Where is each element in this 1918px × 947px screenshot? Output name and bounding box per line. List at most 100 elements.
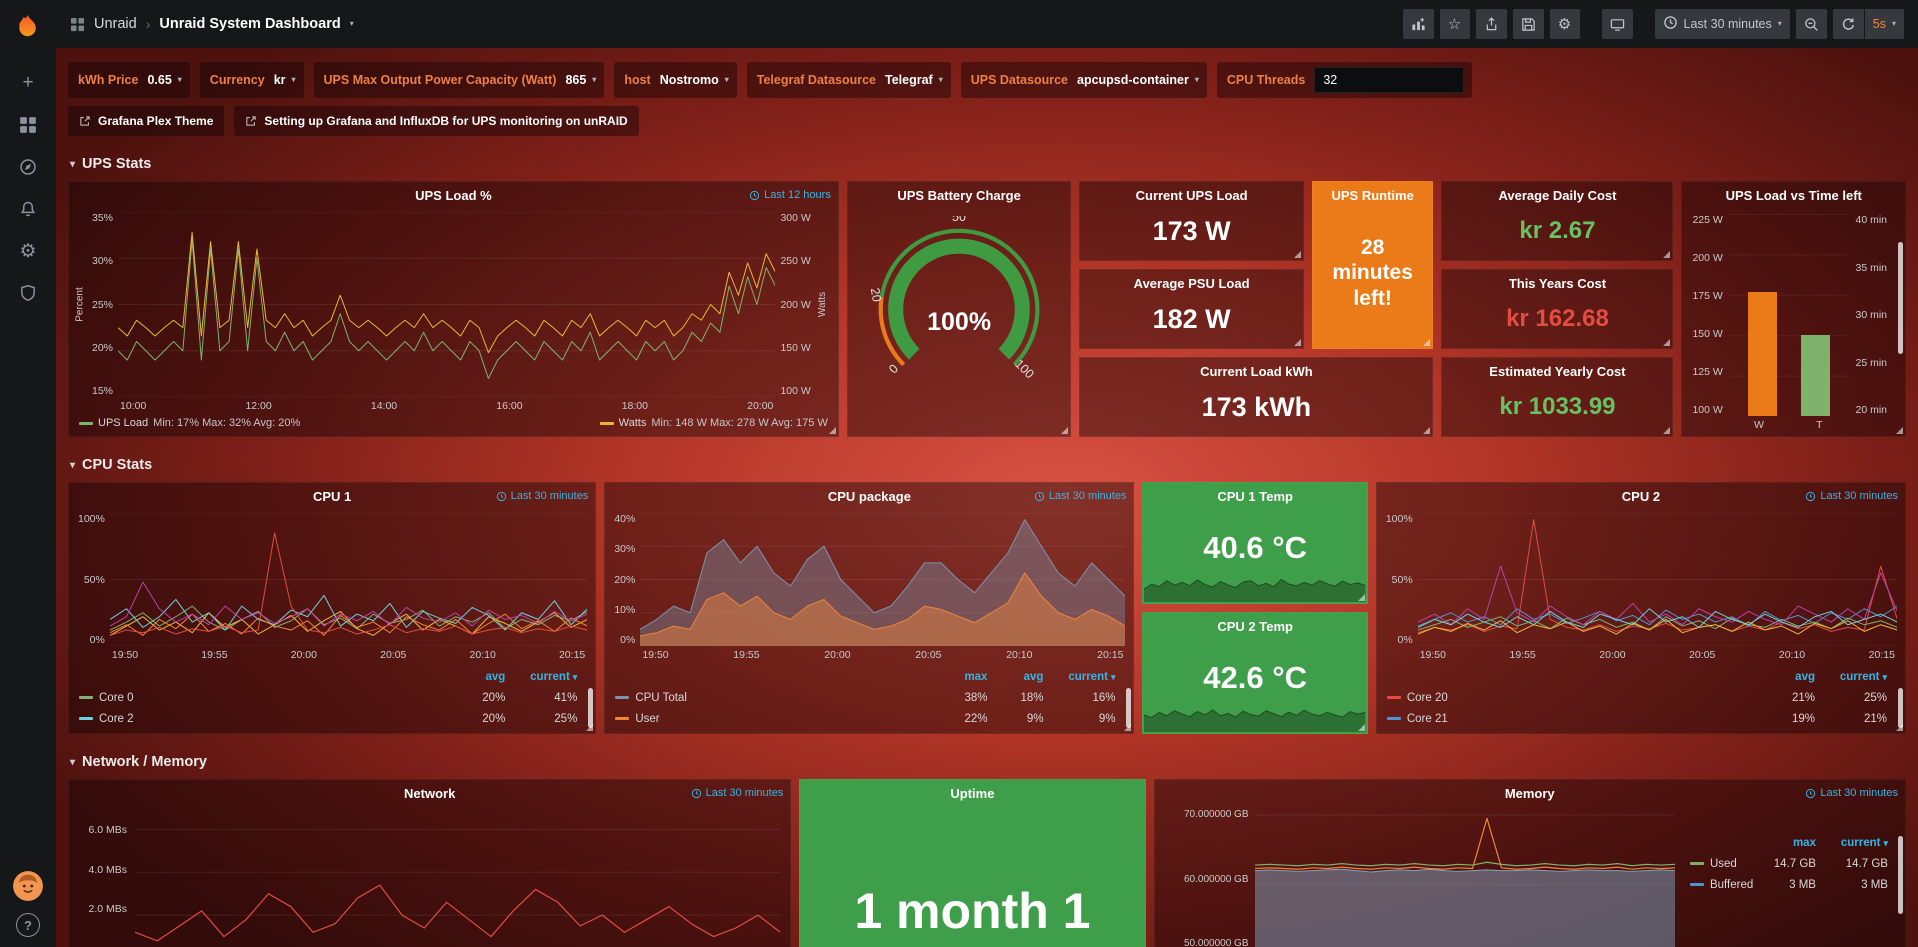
axis-tick: 20%	[614, 573, 636, 586]
add-panel-button[interactable]	[1402, 9, 1434, 39]
scrollbar[interactable]	[1898, 688, 1903, 728]
help-icon[interactable]: ?	[16, 913, 40, 937]
axis-tick: 200 W	[1692, 252, 1723, 264]
panel-title[interactable]: UPS Battery Charge	[897, 188, 1021, 203]
legend-row[interactable]: CPU Total 38% 18% 16%	[615, 687, 1115, 708]
alerting-bell-icon[interactable]	[7, 189, 49, 229]
axis-tick: 4.0 MBs	[88, 863, 127, 876]
bar-watts[interactable]	[1748, 291, 1778, 416]
variable-value-dropdown[interactable]: Nostromo ▾	[659, 73, 729, 87]
cpu1-plot[interactable]	[110, 513, 587, 646]
panel-title[interactable]: This Years Cost	[1508, 276, 1607, 291]
legend-item[interactable]: Watts Min: 148 W Max: 278 W Avg: 175 W	[599, 417, 828, 429]
breadcrumb-folder[interactable]: Unraid	[94, 16, 137, 32]
network-plot[interactable]	[135, 808, 780, 947]
zoom-out-button[interactable]	[1795, 9, 1827, 39]
dashboard-settings-button[interactable]: ⚙	[1549, 9, 1580, 39]
dashboard-link-plex-theme[interactable]: Grafana Plex Theme	[68, 106, 225, 136]
panel-time-override: Last 30 minutes	[1805, 787, 1898, 799]
panel-title[interactable]: Current Load kWh	[1200, 364, 1313, 379]
panel-title[interactable]: UPS Runtime	[1331, 188, 1414, 203]
legend-row[interactable]: Core 0 20% 41%	[79, 687, 577, 708]
panel-title[interactable]: Average Daily Cost	[1498, 188, 1617, 203]
legend-row[interactable]: Used 14.7 GB 14.7 GB	[1689, 853, 1888, 874]
ups-load-plot[interactable]	[118, 212, 775, 397]
legend-row[interactable]: Core 2 20% 25%	[79, 708, 577, 729]
axis-tick: 20:00	[290, 649, 317, 661]
panel-this-years-cost: This Years Cost kr 162.68	[1441, 269, 1674, 349]
section-network-memory[interactable]: ▾ Network / Memory	[70, 754, 207, 770]
configuration-gear-icon[interactable]: ⚙	[19, 240, 37, 262]
scrollbar[interactable]	[588, 688, 594, 728]
time-range-picker[interactable]: Last 30 minutes ▾	[1654, 9, 1790, 39]
section-cpu-stats[interactable]: ▾ CPU Stats	[70, 457, 153, 473]
dashboard-title[interactable]: Unraid System Dashboard	[159, 16, 341, 32]
cpu-package-plot[interactable]	[640, 513, 1126, 646]
caret-down-icon[interactable]: ▾	[349, 19, 354, 28]
variable-value-dropdown[interactable]: apcupsd-container ▾	[1077, 73, 1199, 87]
cpu2-plot[interactable]	[1418, 513, 1897, 646]
panel-title[interactable]: CPU 1	[313, 489, 352, 504]
variable-value-dropdown[interactable]: kr ▾	[273, 73, 296, 87]
create-plus-icon[interactable]: +	[22, 72, 34, 93]
axis-tick: 30%	[614, 543, 636, 556]
memory-plot[interactable]	[1254, 808, 1675, 947]
dashboard-link-ups-guide[interactable]: Setting up Grafana and InfluxDB for UPS …	[234, 106, 639, 136]
bar-minutes[interactable]	[1801, 335, 1831, 416]
scrollbar[interactable]	[1126, 688, 1132, 728]
panel-title[interactable]: Network	[404, 786, 456, 801]
y-axis-label-right: Watts	[817, 291, 829, 318]
series-color-dash	[1386, 717, 1401, 720]
panel-title[interactable]: CPU package	[827, 489, 911, 504]
panel-title[interactable]: UPS Load vs Time left	[1725, 188, 1862, 203]
refresh-button[interactable]	[1832, 9, 1864, 39]
axis-tick: 30%	[92, 255, 114, 268]
y-axis-right: 300 W 250 W 200 W 150 W 100 W	[775, 212, 815, 397]
panel-title[interactable]: Uptime	[950, 786, 995, 801]
legend-row[interactable]: Core 20 21% 25%	[1386, 687, 1887, 708]
panel-title[interactable]: CPU 2 Temp	[1217, 619, 1293, 634]
variable-value-dropdown[interactable]: 865 ▾	[565, 73, 597, 87]
panel-title[interactable]: CPU 1 Temp	[1217, 489, 1293, 504]
section-ups-stats[interactable]: ▾ UPS Stats	[70, 156, 152, 172]
axis-tick: 175 W	[1692, 290, 1723, 302]
panel-title[interactable]: Average PSU Load	[1133, 276, 1250, 291]
dashboard-grid-icon	[70, 17, 85, 32]
save-dashboard-button[interactable]	[1512, 9, 1544, 39]
variable-value-dropdown[interactable]: 0.65 ▾	[147, 73, 182, 87]
legend-row[interactable]: User 22% 9% 9%	[615, 708, 1115, 729]
user-avatar[interactable]	[13, 871, 43, 901]
y-axis-left: 35% 30% 25% 20% 15%	[87, 212, 118, 397]
refresh-interval-dropdown[interactable]: 5s ▾	[1864, 9, 1904, 39]
x-axis: 19:50 19:55 20:00 20:05 20:10 20:15	[1418, 646, 1897, 664]
panel-title[interactable]: CPU 2	[1621, 489, 1661, 504]
svg-text:50: 50	[952, 216, 966, 224]
panel-network: Network Last 30 minutes 6.0 MBs 4.0 MBs 2.…	[68, 779, 792, 947]
explore-compass-icon[interactable]	[7, 147, 49, 187]
cycle-view-mode-button[interactable]	[1601, 9, 1633, 39]
legend-row[interactable]: Core 21 19% 21%	[1386, 708, 1887, 729]
share-dashboard-button[interactable]	[1475, 9, 1507, 39]
panel-title[interactable]: Memory	[1504, 786, 1555, 801]
cpu2-temp-sparkline	[1144, 698, 1366, 732]
scrollbar[interactable]	[1897, 836, 1903, 914]
scrollbar[interactable]	[1898, 242, 1903, 354]
grafana-logo-icon[interactable]	[8, 8, 48, 48]
variable-value-dropdown[interactable]: Telegraf ▾	[885, 73, 943, 87]
server-admin-shield-icon[interactable]	[7, 273, 49, 313]
legend-item[interactable]: UPS Load Min: 17% Max: 32% Avg: 20%	[79, 417, 300, 429]
star-dashboard-button[interactable]: ☆	[1439, 9, 1470, 39]
axis-tick: 250 W	[780, 255, 811, 268]
cpu-threads-input[interactable]	[1314, 67, 1465, 93]
axis-tick: 10:00	[120, 400, 147, 412]
breadcrumb-separator	[146, 16, 151, 32]
y-axis-label-left: Percent	[74, 287, 86, 322]
panel-title[interactable]: Current UPS Load	[1135, 188, 1248, 203]
panel-title[interactable]: UPS Load %	[415, 188, 492, 203]
ups-bars-plot[interactable]	[1728, 214, 1850, 416]
legend-row[interactable]: Buffered 3 MB 3 MB	[1689, 874, 1888, 895]
panel-title[interactable]: Estimated Yearly Cost	[1489, 364, 1626, 379]
axis-tick: 125 W	[1692, 366, 1723, 378]
series-color-dash	[79, 717, 93, 720]
dashboards-icon[interactable]	[7, 105, 49, 145]
